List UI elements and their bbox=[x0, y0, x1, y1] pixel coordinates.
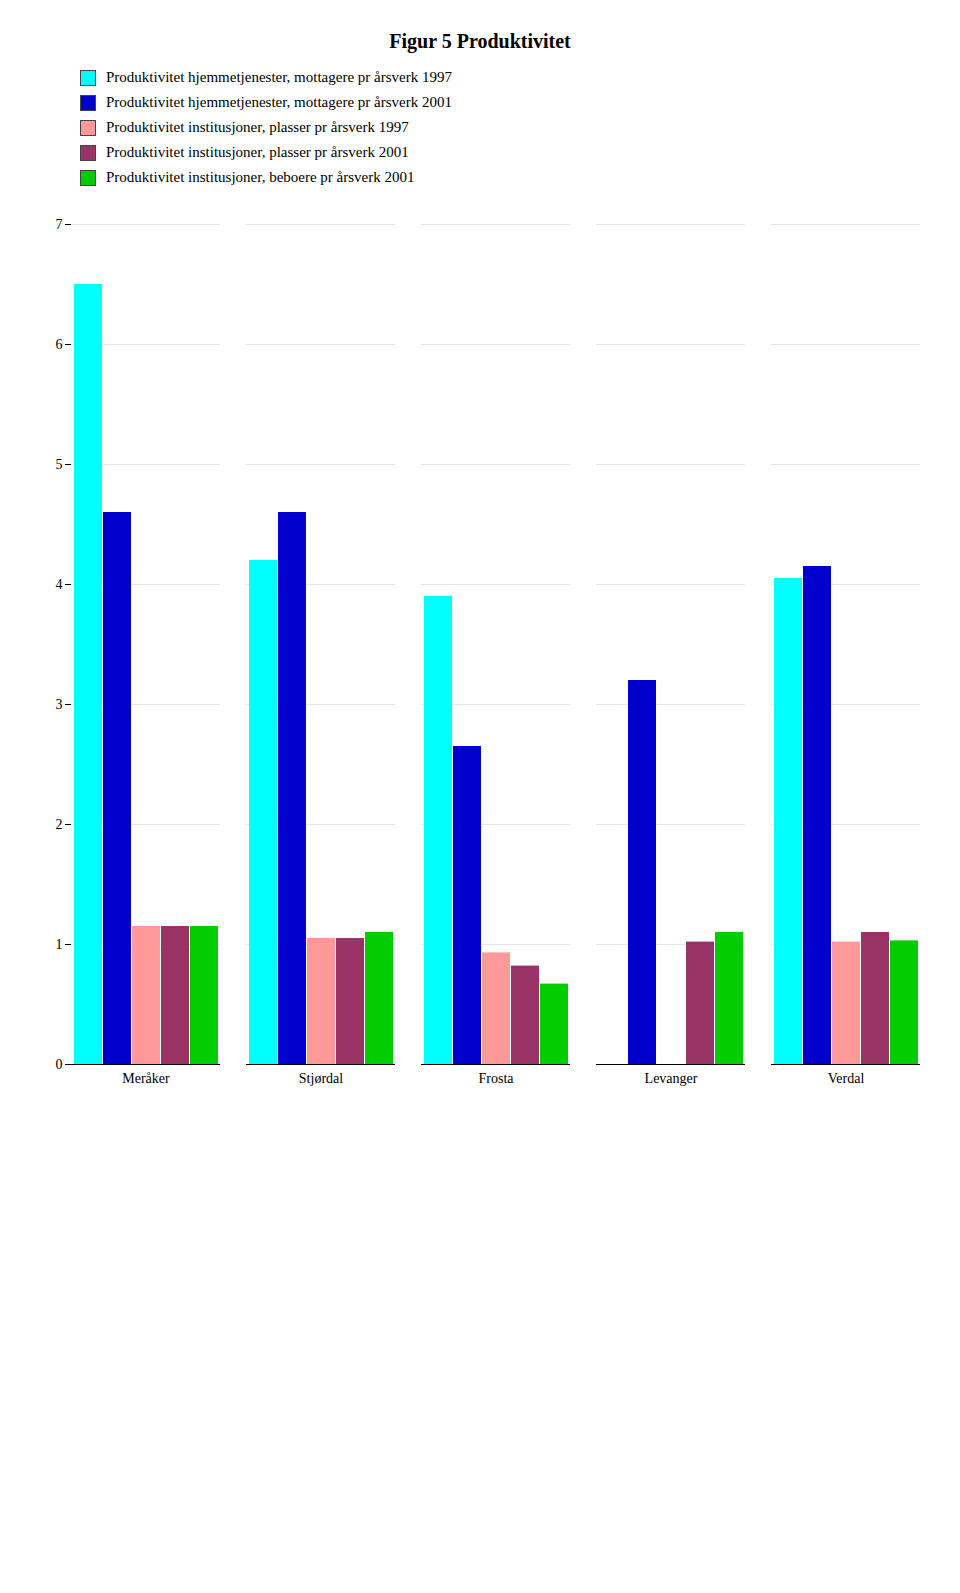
html-text:Produktivitet hjemmetjenester,: Produktivitet hjemmetjenester, mottagere… bbox=[106, 94, 452, 110]
svg-text:1: 1 bbox=[56, 937, 63, 952]
svg-text:0: 0 bbox=[56, 1057, 63, 1072]
svg-text:5: 5 bbox=[56, 457, 63, 472]
svg-text:Verdal: Verdal bbox=[828, 1071, 865, 1086]
svg-text:4: 4 bbox=[56, 577, 63, 592]
html-text:Produktivitet hjemmetjenester,: Produktivitet hjemmetjenester, mottagere… bbox=[106, 69, 452, 85]
svg-text:3: 3 bbox=[56, 697, 63, 712]
svg-text:6: 6 bbox=[56, 337, 63, 352]
html-text:Figur 5 Produktivitet: Figur 5 Produktivitet bbox=[389, 30, 571, 52]
svg-text:Meråker: Meråker bbox=[122, 1071, 170, 1086]
svg-text:Frosta: Frosta bbox=[479, 1071, 515, 1086]
html-text:Produktivitet institusjoner, p: Produktivitet institusjoner, plasser pr … bbox=[106, 119, 409, 135]
html-text:Produktivitet institusjoner, p: Produktivitet institusjoner, plasser pr … bbox=[106, 144, 409, 160]
svg-text:Levanger: Levanger bbox=[645, 1071, 698, 1086]
html-text:Produktivitet institusjoner, b: Produktivitet institusjoner, beboere pr … bbox=[106, 169, 415, 185]
svg-text:2: 2 bbox=[56, 817, 63, 832]
svg-text:Stjørdal: Stjørdal bbox=[299, 1071, 343, 1086]
svg-text:7: 7 bbox=[56, 217, 63, 232]
